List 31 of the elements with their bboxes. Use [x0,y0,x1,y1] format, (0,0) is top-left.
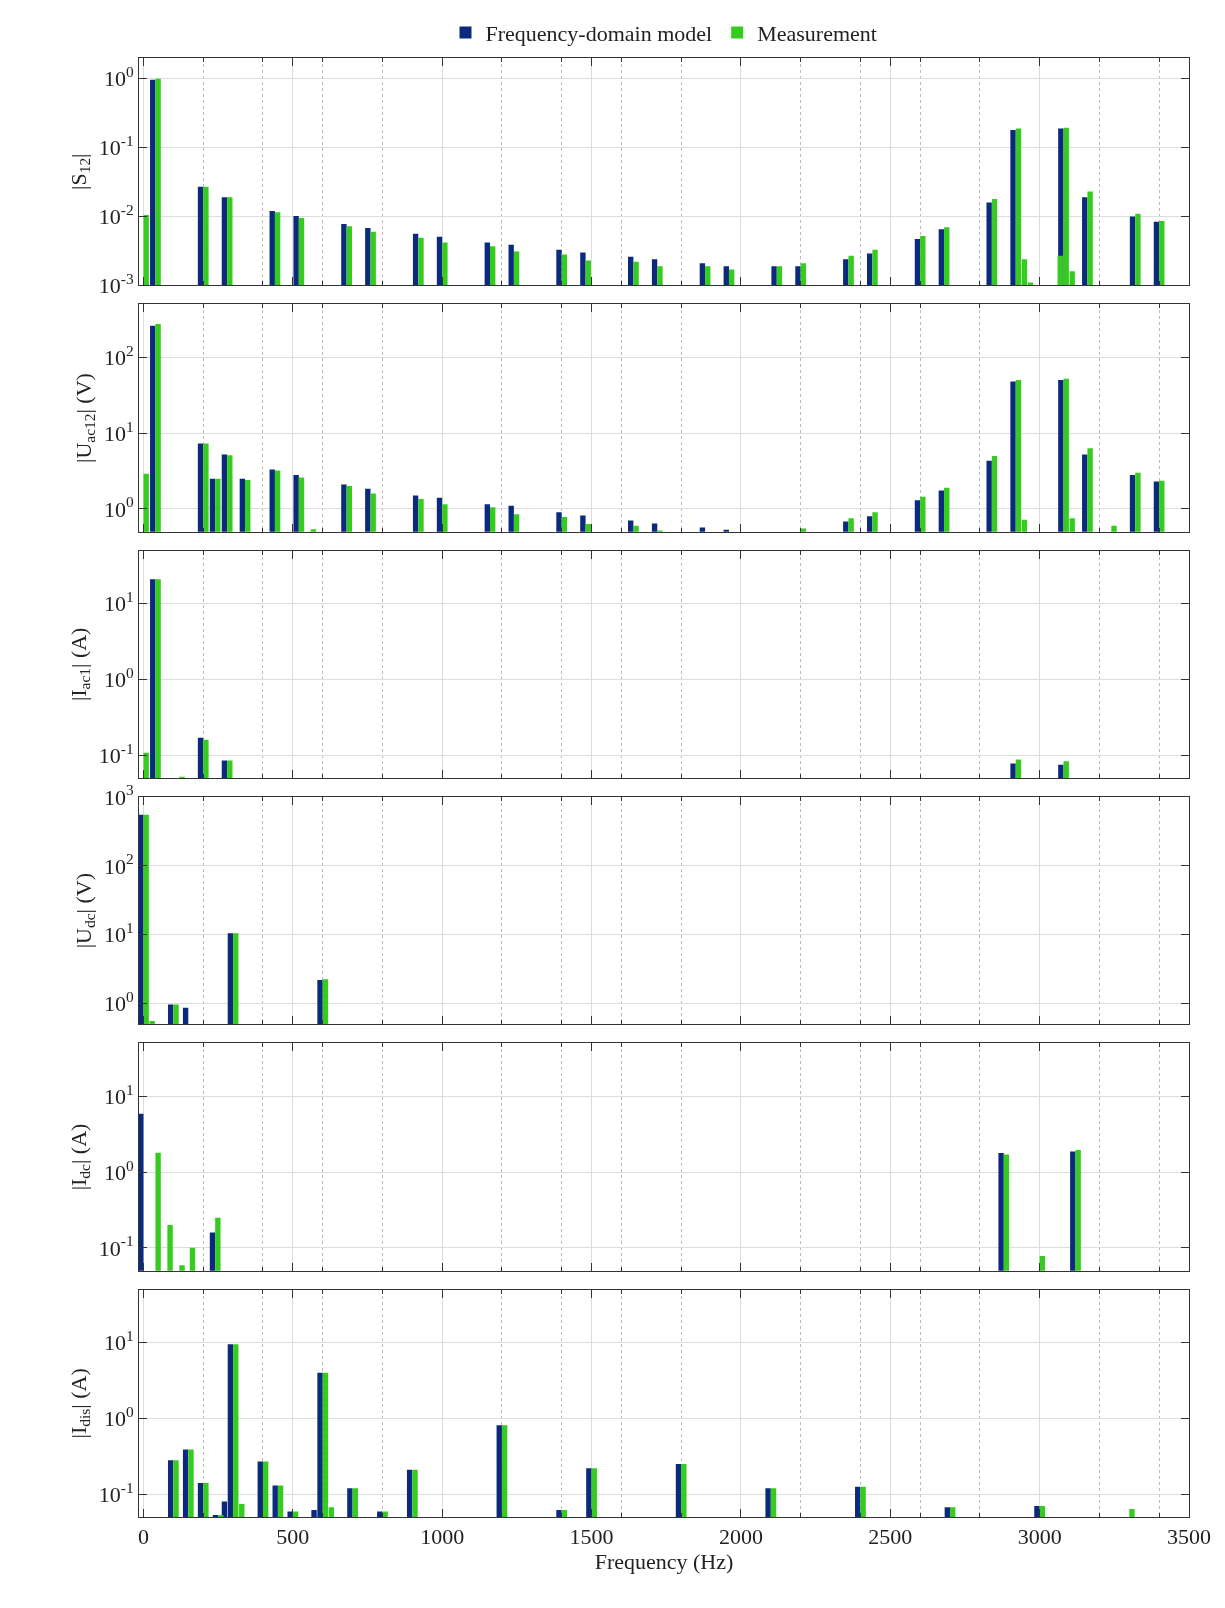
y-tick-label: 10$^{0}$ [103,63,134,92]
x-tick-label: 3000 [1017,1524,1062,1550]
y-tick-label: 10$^{2}$ [103,850,134,879]
y-tick-label: 10$^{-1}$ [98,1478,134,1507]
x-tick-label: 1500 [569,1524,614,1550]
x-tick-label: 1000 [420,1524,465,1550]
y-tick-label: 10$^{1}$ [103,588,134,617]
y-tick-label: 10$^{0}$ [103,1156,134,1185]
y-tick-label: 10$^{1}$ [103,1080,134,1109]
y-tick-label: 10$^{0}$ [103,663,134,693]
y-tick-label: 10$^{0}$ [103,988,134,1017]
legend-label: Frequency-domain model [485,21,713,46]
legend-label: Measurement [757,21,877,46]
y-tick-label: 10$^{3}$ [103,781,134,810]
x-axis-title: Frequency (Hz) [594,1549,734,1575]
y-tick-label: 10$^{-3}$ [98,269,134,299]
y-tick-label: 10$^{1}$ [103,919,134,948]
x-tick-label: 3500 [1167,1524,1211,1550]
y-tick-label: 10$^{-1}$ [98,1232,134,1261]
y-tick-label: 10$^{-1}$ [98,132,134,161]
x-tick-label: 2500 [868,1524,913,1550]
y-tick-label: 10$^{0}$ [103,493,134,522]
y-tick-label: 10$^{2}$ [103,341,134,370]
y-tick-label: 10$^{1}$ [103,417,134,446]
y-tick-label: 10$^{-2}$ [98,200,134,230]
x-tick-label: 500 [276,1524,310,1550]
y-tick-label: 10$^{-1}$ [98,739,134,768]
y-tick-label: 10$^{1}$ [103,1327,134,1356]
x-tick-label: 2000 [718,1524,763,1550]
x-tick-label: 0 [137,1524,149,1550]
y-tick-label: 10$^{0}$ [103,1402,134,1432]
